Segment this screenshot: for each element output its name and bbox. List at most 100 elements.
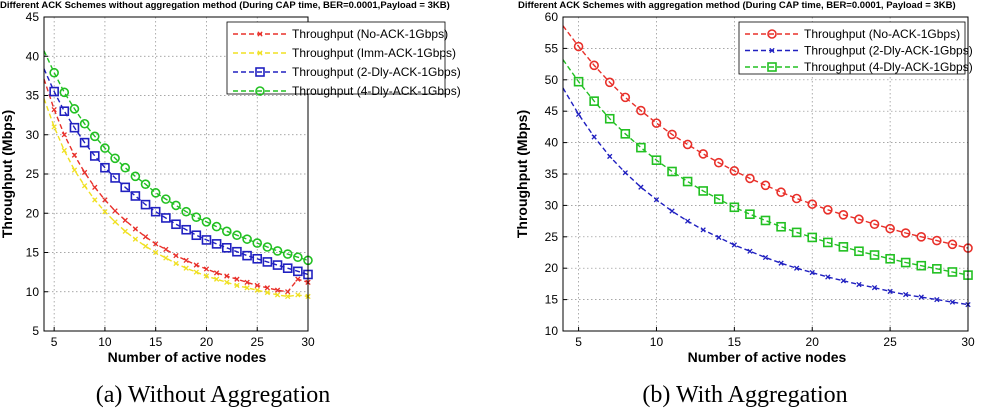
data-point	[92, 184, 98, 191]
data-point	[171, 219, 181, 230]
data-point	[59, 87, 70, 98]
y-tick-label: 60	[545, 10, 559, 24]
data-point	[142, 234, 149, 240]
data-point	[636, 105, 646, 116]
data-point	[122, 217, 128, 223]
data-point	[682, 176, 693, 187]
data-point	[900, 257, 911, 268]
data-point	[234, 276, 240, 282]
legend-swatch-marker	[767, 29, 777, 39]
data-point	[264, 289, 271, 296]
data-point	[622, 170, 628, 176]
data-point	[193, 262, 199, 268]
y-tick-label: 25	[26, 167, 40, 181]
data-point	[132, 226, 139, 232]
data-point	[947, 239, 958, 250]
data-point	[140, 199, 151, 210]
data-point	[932, 235, 942, 246]
data-point	[102, 209, 108, 215]
data-point	[140, 179, 151, 190]
data-point	[120, 182, 131, 193]
data-point	[778, 260, 784, 266]
legend-swatch-marker	[769, 47, 775, 54]
chart-b-series	[562, 25, 973, 308]
data-point	[604, 113, 615, 124]
data-point	[793, 265, 800, 271]
series-3	[562, 59, 973, 280]
data-point	[713, 194, 724, 204]
data-point	[89, 151, 100, 161]
y-tick-label: 55	[545, 41, 559, 55]
chart-a: Different ACK Schemes without aggregatio…	[0, 0, 461, 408]
data-point	[760, 215, 771, 226]
data-point	[51, 124, 57, 130]
data-point	[667, 129, 677, 140]
x-tick-label: 10	[98, 335, 112, 349]
y-tick-label: 15	[26, 246, 40, 260]
chart-b: Different ACK Schemes with aggregation m…	[514, 0, 975, 408]
data-point	[916, 232, 927, 242]
y-tick-label: 35	[26, 89, 40, 103]
x-tick-label: 5	[51, 335, 58, 349]
x-tick-label: 20	[806, 335, 820, 349]
data-point	[110, 153, 120, 164]
data-point	[856, 281, 862, 288]
data-point	[201, 217, 212, 227]
data-point	[698, 149, 708, 159]
data-point	[252, 238, 263, 248]
data-point	[636, 142, 646, 153]
data-point	[244, 285, 250, 291]
chart-a-legend-box	[226, 21, 446, 95]
data-point	[745, 173, 755, 184]
data-point	[591, 134, 597, 140]
legend-entry: Throughput (Imm-ACK-1Gbps)	[233, 46, 456, 60]
y-tick-label: 20	[26, 206, 40, 220]
data-point	[242, 250, 252, 261]
data-point	[61, 132, 67, 138]
chart-b-caption: (b) With Aggregation	[642, 382, 847, 408]
data-point	[713, 157, 724, 168]
data-point	[79, 137, 90, 148]
data-point	[949, 299, 956, 305]
data-point	[183, 257, 189, 264]
data-point	[729, 166, 740, 176]
data-point	[150, 206, 161, 217]
data-point	[293, 266, 303, 277]
data-point	[651, 155, 662, 165]
legend-label: Throughput (2-Dly-ACK-1Gbps)	[804, 44, 973, 58]
data-point	[274, 287, 281, 293]
data-point	[51, 106, 57, 113]
data-point	[213, 276, 220, 282]
data-point	[232, 246, 242, 257]
legend-swatch-marker	[255, 67, 265, 77]
y-tick-label: 45	[26, 10, 40, 24]
data-point	[161, 194, 171, 204]
data-point	[903, 291, 909, 298]
data-point	[191, 212, 202, 222]
data-point	[110, 173, 120, 183]
legend-label: Throughput (4-Dly-ACK-1Gbps)	[804, 60, 973, 74]
data-point	[224, 279, 230, 285]
data-point	[191, 230, 202, 241]
data-point	[293, 252, 303, 263]
data-point	[81, 169, 88, 176]
legend-label: Throughput (No-ACK-1Gbps)	[292, 27, 448, 41]
data-point	[700, 227, 706, 233]
data-point	[234, 282, 240, 289]
data-point	[163, 255, 169, 261]
x-tick-label: 20	[200, 335, 214, 349]
data-point	[262, 257, 273, 267]
data-point	[916, 260, 927, 271]
data-point	[132, 236, 139, 242]
data-point	[809, 269, 815, 276]
data-point	[791, 193, 802, 204]
data-point	[49, 86, 59, 97]
data-point	[272, 246, 283, 256]
data-point	[295, 292, 301, 298]
data-point	[295, 276, 301, 282]
data-point	[575, 111, 582, 117]
y-tick-label: 50	[545, 73, 559, 87]
chart-a-title: Different ACK Schemes without aggregatio…	[0, 0, 450, 11]
series-4	[43, 50, 313, 266]
